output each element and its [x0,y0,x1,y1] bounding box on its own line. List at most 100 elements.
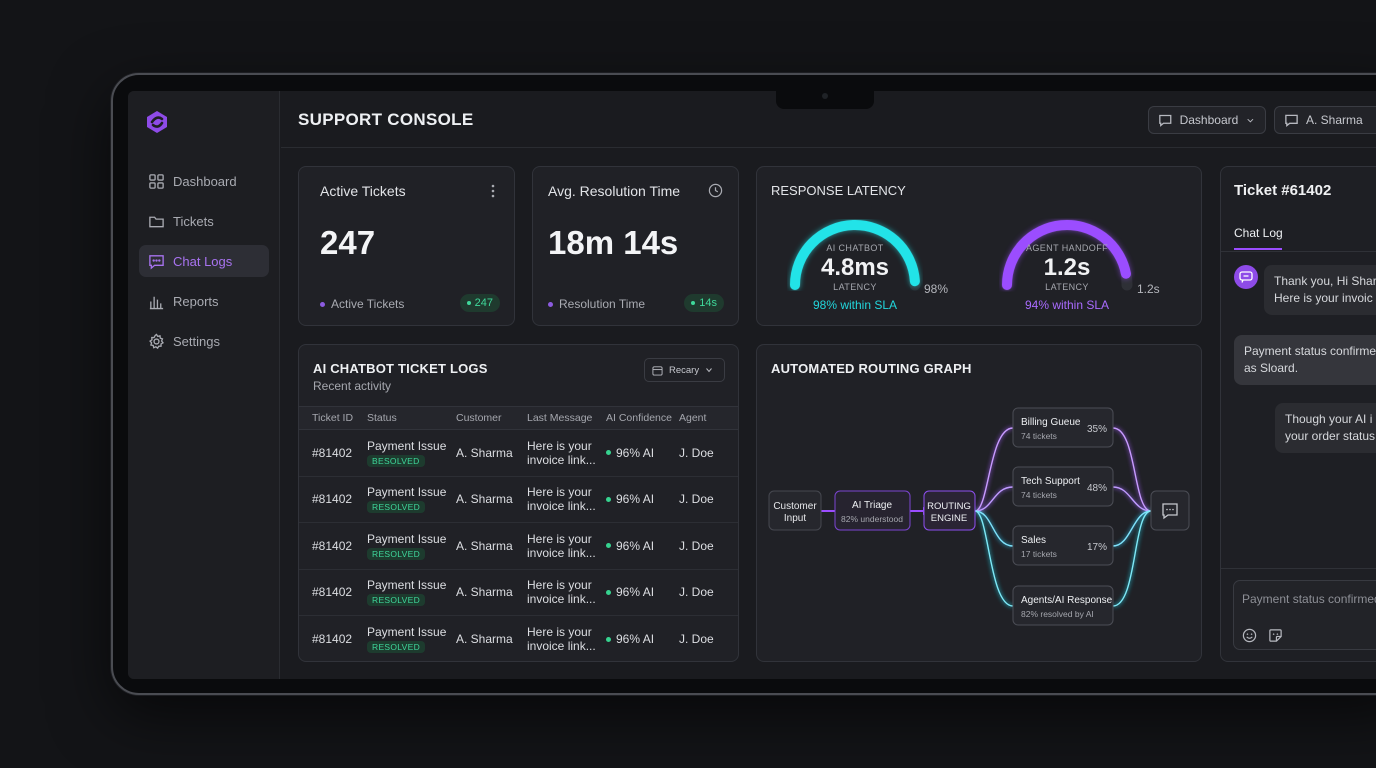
node-percent: 17% [1087,542,1107,553]
active-tickets-value: 247 [320,224,376,261]
count-badge-text: 247 [474,297,493,309]
output-chat-node[interactable] [1150,490,1190,531]
status-cell: Payment Issue BESOLVED [367,439,456,467]
tab-chat-log[interactable]: Chat Log [1234,226,1283,240]
sidebar-item-label: Dashboard [173,173,237,189]
bot-avatar [1234,265,1258,289]
status-badge: RESOLVED [367,547,426,560]
section-subtitle: Recent activity [313,379,392,393]
sidebar-item-settings[interactable]: Settings [139,325,269,357]
resolution-time-card: Avg. Resolution Time 18m 14s Resolution … [532,166,739,326]
card-title: RESPONSE LATENCY [771,183,906,198]
divider [1221,568,1376,569]
routing-graph: Customer Input AI Triage 82% understood … [768,407,1190,626]
ticket-id: #81402 [312,632,353,647]
ticket-logs-card: AI CHATBOT TICKET LOGS Recent activity R… [298,344,739,662]
table-header: Ticket ID Status Customer Last Message A… [299,406,738,430]
sla-text: 94% within SLA [1024,298,1110,312]
time-badge: 14s [684,294,724,312]
connector [1112,427,1152,512]
ticket-table: Ticket ID Status Customer Last Message A… [299,406,738,663]
message-input[interactable]: Payment status confirmed [1233,580,1376,650]
sidebar-item-label: Chat Logs [173,253,233,269]
gauge-label: AGENT HANDOFF [1025,243,1109,253]
divider [1221,251,1376,252]
status-text: Payment Issue [367,578,447,593]
emoji-icon[interactable] [1242,628,1257,643]
gauge-side-value: 98% [924,282,949,296]
time-badge-text: 14s [699,297,717,309]
gauge-side-value: 1.2s [1137,282,1160,296]
status-text: Payment Issue [367,485,447,500]
column-header: AI Confidence [606,412,672,424]
table-row[interactable]: #81402 Payment Issue RESOLVED A. Sharma Here… [299,523,738,570]
connector [974,510,1014,547]
dashboard-dropdown-label: Dashboard [1179,113,1239,127]
sidebar: Dashboard Tickets Chat Logs Reports Sett… [128,91,280,679]
routing-engine-node[interactable]: ROUTING ENGINE [923,490,976,531]
card-subtitle-text: Resolution Time [559,297,646,311]
gauge-readout: AI CHATBOT 4.8ms LATENCY [797,243,913,292]
message-line: Here is your invoic [1274,291,1373,305]
ai-chatbot-gauge [789,219,921,291]
card-title: Avg. Resolution Time [548,183,681,199]
gauge-readout: AGENT HANDOFF 1.2s LATENCY [1009,243,1125,292]
sla-text: 98% within SLA [812,298,898,312]
bot-message: Thank you, Hi Shar Here is your invoic [1264,265,1376,315]
message-line: invoice link... [527,499,596,514]
agent-name: J. Doe [679,445,714,460]
filter-dropdown[interactable]: Recary [644,358,725,382]
agent-name: J. Doe [679,492,714,507]
dashboard-dropdown[interactable]: Dashboard [1148,106,1266,134]
gear-icon [149,332,165,349]
customer-name: A. Sharma [456,538,513,553]
connector [1112,510,1152,547]
queue-node-sales[interactable]: Sales 17 tickets 17% [1012,525,1114,566]
status-cell: Payment Issue RESOLVED [367,485,456,514]
gauge-fill [790,220,920,290]
queue-node-billing[interactable]: Billing Gueue 74 tickets 35% [1012,407,1114,448]
node-percent: 48% [1087,483,1107,494]
sidebar-item-dashboard[interactable]: Dashboard [139,165,269,197]
table-row[interactable]: #81402 Payment Issue RESOLVED A. Sharma Here… [299,477,738,523]
node-sublabel: 74 tickets [1021,490,1057,500]
ticket-chat-panel: Ticket #61402 Chat Log Thank you, Hi Sha… [1220,166,1376,662]
app-logo-icon[interactable] [144,109,170,135]
queue-node-tech-support[interactable]: Tech Support 74 tickets 48% [1012,466,1114,507]
sidebar-item-label: Settings [173,333,220,349]
table-body: #81402 Payment Issue BESOLVED A. Sharma Here… [299,430,738,663]
status-dot [606,450,611,456]
table-row[interactable]: #81402 Payment Issue RESOLVED A. Sharma Here… [299,570,738,616]
sidebar-item-reports[interactable]: Reports [139,285,269,317]
last-message: Here is your invoice link... [527,485,606,513]
ai-confidence: 96% AI [606,632,679,646]
agent-name: J. Doe [679,585,714,600]
queue-node-agents-ai[interactable]: Agents/AI Response 82% resolved by AI [1012,585,1114,626]
bar-chart-icon [149,296,164,309]
calendar-icon [652,365,663,376]
card-subtitle: Active Tickets [320,297,404,311]
active-tickets-card: Active Tickets 247 Active Tickets 247 [298,166,515,326]
ai-confidence-text: 96% AI [616,632,655,647]
table-row[interactable]: #81402 Payment Issue RESOLVED A. Sharma Here… [299,616,738,663]
gauge-value: 4.8ms [820,254,890,281]
message-line: Payment status confirme [1244,344,1376,358]
ai-triage-node[interactable]: AI Triage 82% understood [834,490,911,531]
more-vertical-icon[interactable] [490,184,496,198]
sticker-icon[interactable] [1268,628,1283,643]
sidebar-item-chat-logs[interactable]: Chat Logs [139,245,269,277]
user-menu-button[interactable]: A. Sharma [1274,106,1376,134]
connector-glow [974,427,1152,607]
table-row[interactable]: #81402 Payment Issue BESOLVED A. Sharma Here… [299,430,738,477]
user-message: Payment status confirme as Sloard. [1234,335,1376,385]
ai-confidence: 96% AI [606,492,679,506]
connector [1112,510,1152,607]
sidebar-item-tickets[interactable]: Tickets [139,205,269,237]
gauge-unit: LATENCY [1045,282,1089,292]
status-dot [606,496,611,502]
node-sublabel: 74 tickets [1021,431,1057,441]
node-label: AI Triage [852,500,892,511]
resolution-time-value: 18m 14s [548,224,679,261]
customer-input-node[interactable]: Customer Input [768,490,822,531]
message-line: Thank you, Hi Shar [1274,274,1376,288]
